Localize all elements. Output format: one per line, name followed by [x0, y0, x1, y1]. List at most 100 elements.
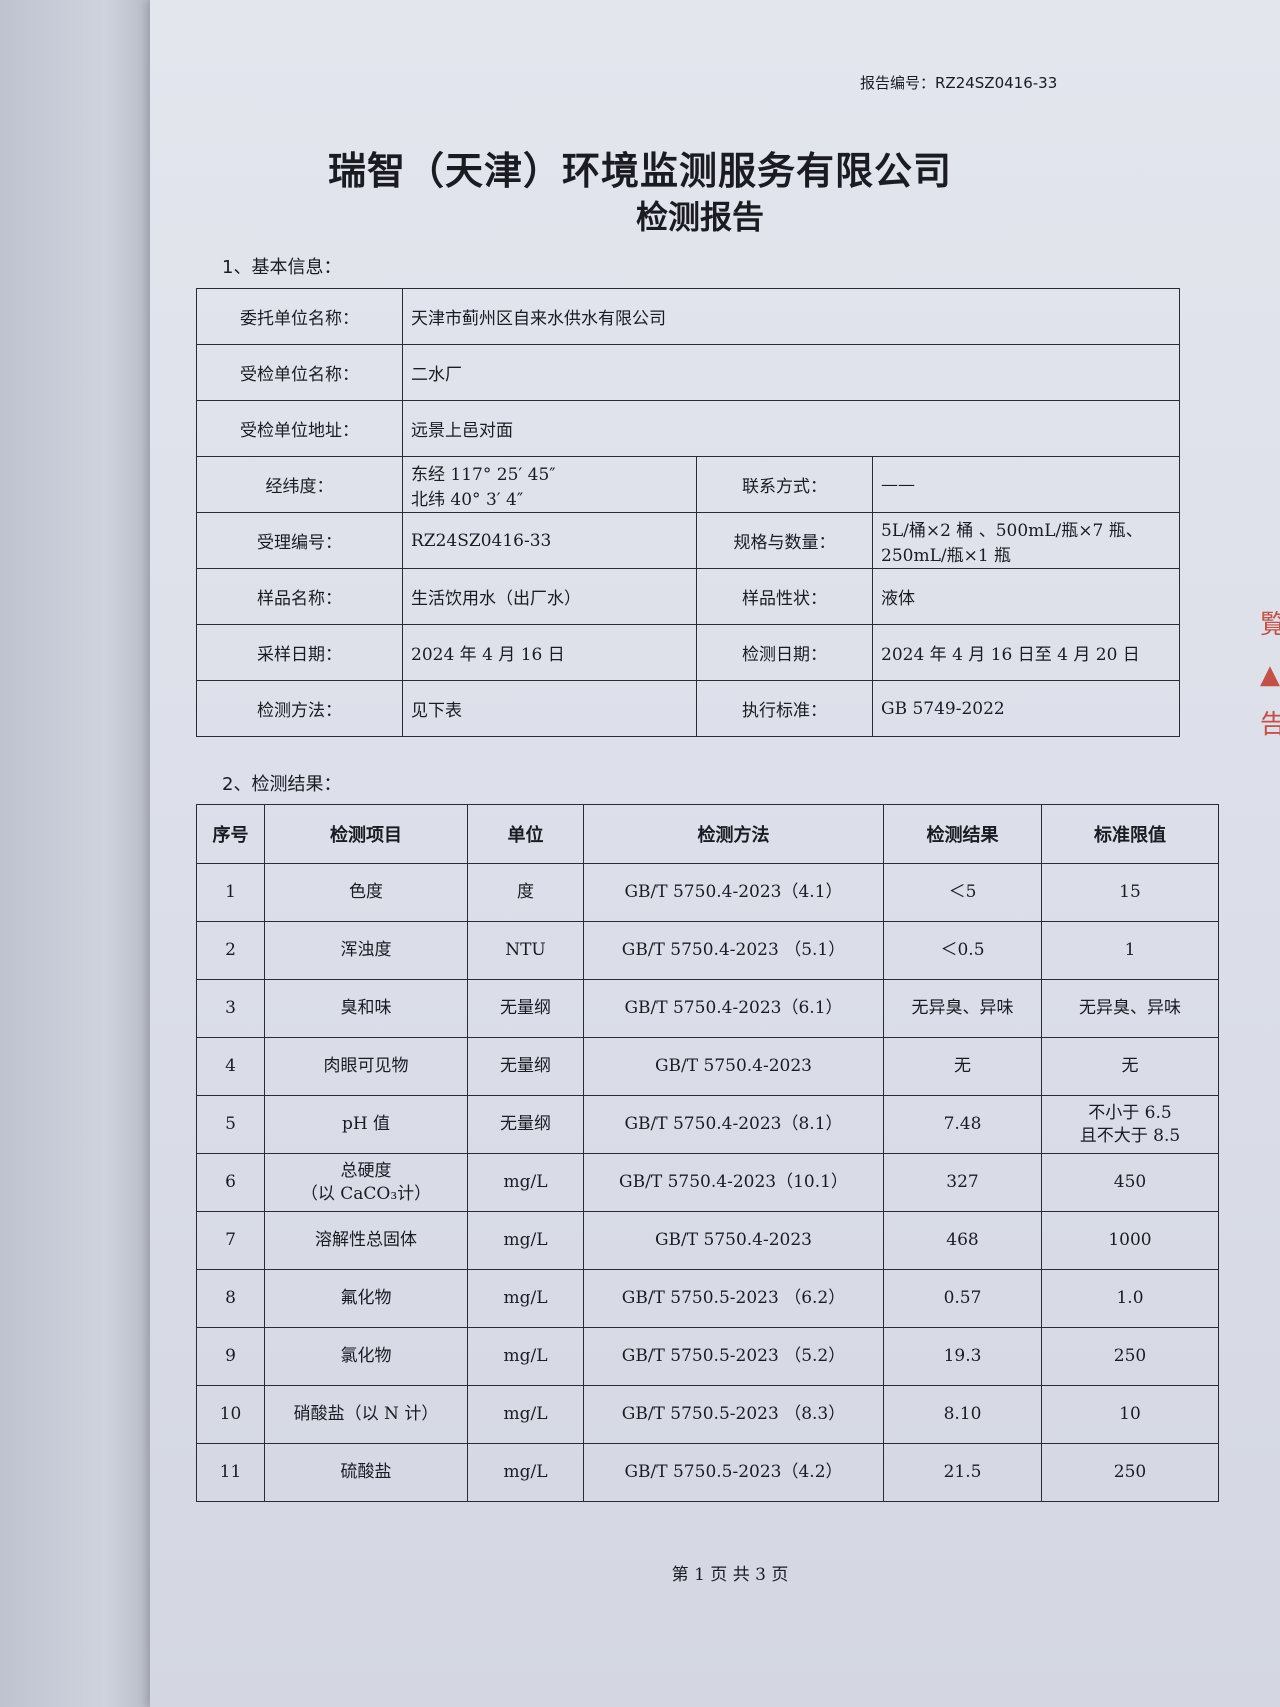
cell-result: 327: [883, 1153, 1042, 1212]
cell-limit: 不小于 6.5 且不大于 8.5: [1041, 1095, 1219, 1154]
header-item: 检测项目: [264, 804, 468, 864]
cell-index: 3: [196, 979, 265, 1038]
cell-method: GB/T 5750.4-2023（6.1）: [583, 979, 884, 1038]
spec-line-1: 5L/桶×2 桶 、500mL/瓶×7 瓶、: [881, 520, 1143, 541]
cell-limit: 450: [1041, 1153, 1219, 1212]
table-row: 1 色度度 GB/T 5750.4-2023（4.1） ＜5 15: [196, 863, 1219, 922]
table-row: 2 浑浊度 NTU GB/T 5750.4-2023 （5.1） ＜0.5 1: [196, 921, 1219, 980]
table-row: 6 总硬度 （以 CaCO₃计） mg/L GB/T 5750.4-2023（10.1…: [196, 1153, 1219, 1212]
cell-unit: mg/L: [467, 1327, 584, 1386]
header-unit: 单位: [467, 804, 584, 864]
method-value: 见下表: [402, 680, 697, 737]
cell-limit: 无异臭、异味: [1041, 979, 1219, 1038]
cell-result: 无异臭、异味: [883, 979, 1042, 1038]
cell-item: 肉眼可见物: [264, 1037, 468, 1096]
client-label: 委托单位名称：: [196, 288, 403, 345]
address-value: 远景上邑对面: [401, 400, 1181, 457]
cell-item: 浑浊度: [264, 921, 468, 980]
inspected-label: 受检单位名称：: [196, 344, 403, 401]
cell-result: ＜5: [883, 863, 1042, 922]
table-row: 10 硝酸盐（以 N 计） mg/L GB/T 5750.5-2023 （8.3） 8.…: [196, 1385, 1219, 1444]
cell-method: GB/T 5750.5-2023（4.2）: [583, 1443, 884, 1502]
cell-item: 氯化物: [264, 1327, 468, 1386]
sampling-date-value: 2024 年 4 月 16 日: [402, 624, 697, 681]
cell-limit: 1000: [1041, 1211, 1219, 1270]
cell-unit: mg/L: [467, 1385, 584, 1444]
cell-limit: 1.0: [1041, 1269, 1219, 1328]
table-row: 9 氯化物 mg/L GB/T 5750.5-2023 （5.2） 19.3 250: [196, 1327, 1219, 1386]
spec-value: 5L/桶×2 桶 、500mL/瓶×7 瓶、 250mL/瓶×1 瓶: [871, 512, 1181, 569]
cell-item: 硫酸盐: [264, 1443, 468, 1502]
coords-value: 东经 117° 25′ 45″ 北纬 40° 3′ 4″: [402, 456, 697, 513]
cell-method: GB/T 5750.4-2023 （5.1）: [583, 921, 884, 980]
cell-index: 10: [196, 1385, 265, 1444]
sampling-date-label: 采样日期：: [196, 624, 403, 681]
adjacent-page: [0, 0, 150, 1707]
table-row: 11 硫酸盐 mg/L GB/T 5750.5-2023（4.2） 21.5 250: [196, 1443, 1219, 1502]
cell-index: 1: [196, 863, 265, 922]
cell-result: 无: [883, 1037, 1042, 1096]
cell-method: GB/T 5750.5-2023 （8.3）: [583, 1385, 884, 1444]
basic-info-table: 委托单位名称： 天津市蓟州区自来水供水有限公司 受检单位名称： 二水厂 受检单位…: [196, 288, 1181, 737]
cell-index: 6: [196, 1153, 265, 1212]
info-row-address: 受检单位地址： 远景上邑对面: [196, 400, 1181, 457]
report-title: 检测报告: [635, 198, 764, 236]
results-header-row: 序号 检测项目 单位 检测方法 检测结果 标准限值: [196, 804, 1219, 864]
cell-method: GB/T 5750.4-2023: [583, 1037, 884, 1096]
cell-method: GB/T 5750.4-2023: [583, 1211, 884, 1270]
coords-label: 经纬度：: [196, 456, 403, 513]
info-row-inspected: 受检单位名称： 二水厂: [196, 344, 1181, 401]
table-row: 4 肉眼可见物 无量纲 GB/T 5750.4-2023 无无: [196, 1037, 1219, 1096]
header-index: 序号: [196, 804, 265, 864]
latitude: 北纬 40° 3′ 4″: [411, 489, 524, 510]
info-row-client: 委托单位名称： 天津市蓟州区自来水供水有限公司: [196, 288, 1181, 345]
method-label: 检测方法：: [196, 680, 403, 737]
cell-index: 11: [196, 1443, 265, 1502]
table-row: 5 pH 值无量纲 GB/T 5750.4-2023（8.1） 7.48 不小于 6.5…: [196, 1095, 1219, 1154]
company-name: 瑞智（天津）环境监测服务有限公司: [327, 149, 952, 193]
address-label: 受检单位地址：: [196, 400, 403, 457]
shape-value: 液体: [871, 568, 1181, 625]
cell-method: GB/T 5750.4-2023（4.1）: [583, 863, 884, 922]
cell-method: GB/T 5750.5-2023 （6.2）: [583, 1269, 884, 1328]
partial-seal-stamp: 覧 ▲ 告: [1260, 610, 1280, 740]
cell-limit: 无: [1041, 1037, 1219, 1096]
cell-unit: mg/L: [467, 1269, 584, 1328]
shape-label: 样品性状：: [696, 568, 873, 625]
cell-index: 7: [196, 1211, 265, 1270]
cell-unit: mg/L: [467, 1153, 584, 1212]
cell-limit: 250: [1041, 1443, 1219, 1502]
cell-method: GB/T 5750.5-2023 （5.2）: [583, 1327, 884, 1386]
accept-no-value: RZ24SZ0416-33: [402, 512, 697, 569]
standard-value: GB 5749-2022: [871, 680, 1181, 737]
client-value: 天津市蓟州区自来水供水有限公司: [401, 288, 1181, 345]
results-table: 序号 检测项目 单位 检测方法 检测结果 标准限值 1 色度度 GB/T 5750.4-202…: [196, 804, 1219, 1502]
section-results: 2、检测结果：: [222, 774, 342, 795]
cell-item: 硝酸盐（以 N 计）: [264, 1385, 468, 1444]
cell-limit: 15: [1041, 863, 1219, 922]
cell-unit: mg/L: [467, 1211, 584, 1270]
header-limit: 标准限值: [1041, 804, 1219, 864]
test-date-value: 2024 年 4 月 16 日至 4 月 20 日: [871, 624, 1181, 681]
cell-result: ＜0.5: [883, 921, 1042, 980]
cell-item: 氟化物: [264, 1269, 468, 1328]
cell-index: 8: [196, 1269, 265, 1328]
cell-index: 9: [196, 1327, 265, 1386]
cell-item: 臭和味: [264, 979, 468, 1038]
header-method: 检测方法: [583, 804, 884, 864]
cell-unit: 无量纲: [467, 1095, 584, 1154]
info-row-dates: 采样日期： 2024 年 4 月 16 日 检测日期： 2024 年 4 月 1…: [196, 624, 1181, 681]
sample-value: 生活饮用水（出厂水）: [402, 568, 697, 625]
cell-index: 2: [196, 921, 265, 980]
cell-unit: mg/L: [467, 1443, 584, 1502]
cell-result: 7.48: [883, 1095, 1042, 1154]
page-footer: 第 1 页 共 3 页: [671, 1565, 789, 1585]
cell-index: 5: [196, 1095, 265, 1154]
cell-method: GB/T 5750.4-2023（10.1）: [583, 1153, 884, 1212]
cell-result: 21.5: [883, 1443, 1042, 1502]
report-number: 报告编号：RZ24SZ0416-33: [860, 74, 1058, 92]
cell-item: 总硬度 （以 CaCO₃计）: [264, 1153, 468, 1212]
cell-unit: 度: [467, 863, 584, 922]
table-row: 3 臭和味 无量纲 GB/T 5750.4-2023（6.1） 无异臭、异味 无异臭、异味: [196, 979, 1219, 1038]
cell-result: 0.57: [883, 1269, 1042, 1328]
